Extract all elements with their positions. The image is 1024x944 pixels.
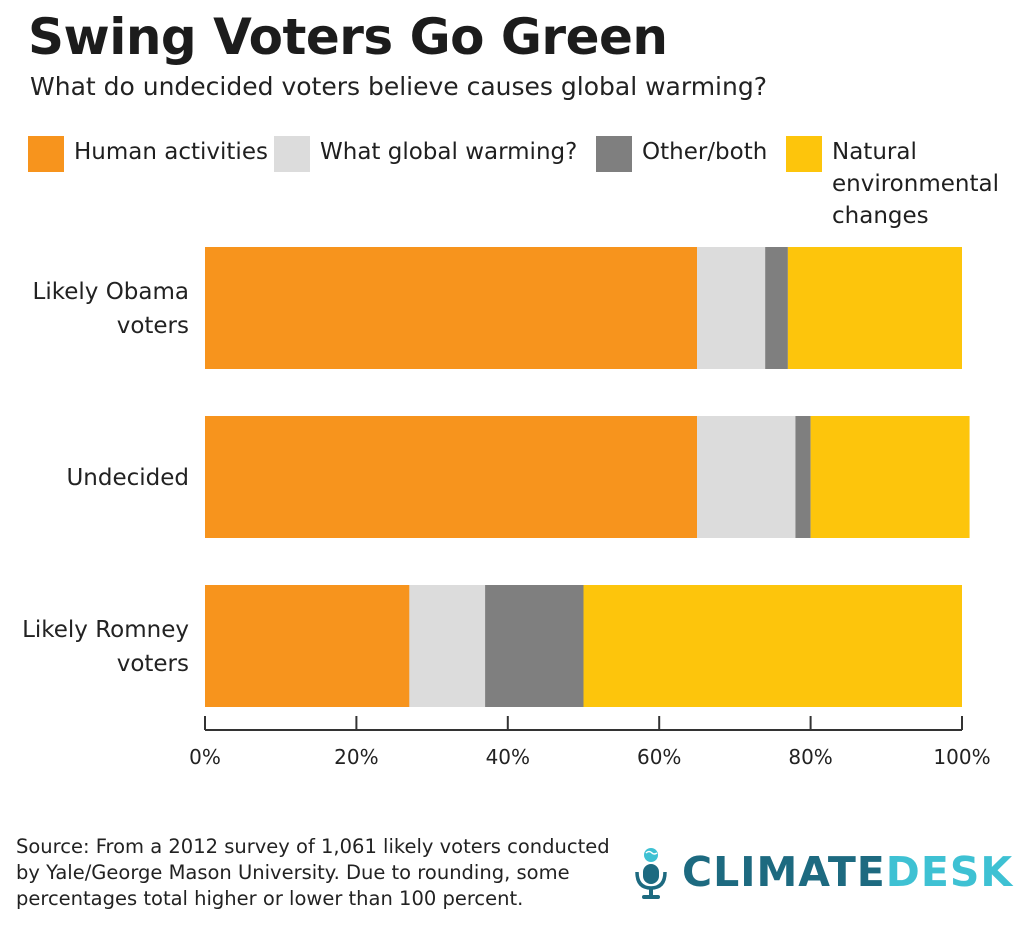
- source-note: Source: From a 2012 survey of 1,061 like…: [16, 835, 610, 910]
- category-label: Undecided: [66, 465, 189, 491]
- x-tick-label: 40%: [486, 745, 530, 769]
- category-label: Likely Obama: [33, 279, 189, 305]
- legend-label-line: Natural: [832, 139, 917, 165]
- chart-title: Swing Voters Go Green: [28, 8, 668, 66]
- x-tick-label: 0%: [189, 745, 221, 769]
- legend-label-natural-environmental-changes: Natural environmental changes: [832, 136, 1012, 232]
- bar-segment: [205, 416, 698, 538]
- logo-wordmark: CLIMATEDESK: [682, 848, 1013, 896]
- bar-segment: [409, 585, 486, 707]
- bar-segment: [810, 416, 970, 538]
- climate-desk-logo: CLIMATEDESK: [626, 842, 1013, 902]
- legend-label-human-activities: Human activities: [74, 139, 268, 165]
- logo-word-desk: DESK: [885, 848, 1014, 896]
- x-tick-label: 20%: [334, 745, 378, 769]
- x-tick-label: 60%: [637, 745, 681, 769]
- legend-swatch-natural-environmental-changes: [786, 136, 822, 172]
- bar-chart: Likely Obama voters Undecided Likely Romney…: [22, 247, 991, 769]
- category-label: voters: [117, 651, 189, 677]
- legend-swatch-what-global-warming: [274, 136, 310, 172]
- legend-swatch-human-activities: [28, 136, 64, 172]
- logo-word-climate: CLIMATE: [682, 848, 886, 896]
- legend-item-natural-environmental-changes: Natural environmental changes: [786, 136, 1012, 232]
- legend-label-other-both: Other/both: [642, 139, 768, 165]
- category-label: Likely Romney: [22, 617, 189, 643]
- legend-label-line: environmental: [832, 171, 999, 197]
- legend-swatch-other-both: [596, 136, 632, 172]
- legend-item-human-activities: Human activities: [28, 136, 268, 172]
- bar-segment: [205, 585, 410, 707]
- x-tick-label: 80%: [788, 745, 832, 769]
- legend-item-what-global-warming: What global warming?: [274, 136, 577, 172]
- chart-subtitle: What do undecided voters believe causes …: [30, 72, 767, 101]
- bar-segment: [765, 247, 788, 369]
- bar-segment: [697, 247, 766, 369]
- bar-segment: [795, 416, 811, 538]
- legend-label-line: changes: [832, 203, 929, 229]
- bar-segment: [205, 247, 698, 369]
- bar-segment: [787, 247, 962, 369]
- bar-segment: [583, 585, 962, 707]
- microphone-globe-icon: [635, 848, 667, 899]
- bar-segment: [697, 416, 796, 538]
- bar-segment: [485, 585, 584, 707]
- category-label: voters: [117, 313, 189, 339]
- legend-label-what-global-warming: What global warming?: [320, 139, 578, 165]
- legend-item-other-both: Other/both: [596, 136, 767, 172]
- x-tick-label: 100%: [933, 745, 990, 769]
